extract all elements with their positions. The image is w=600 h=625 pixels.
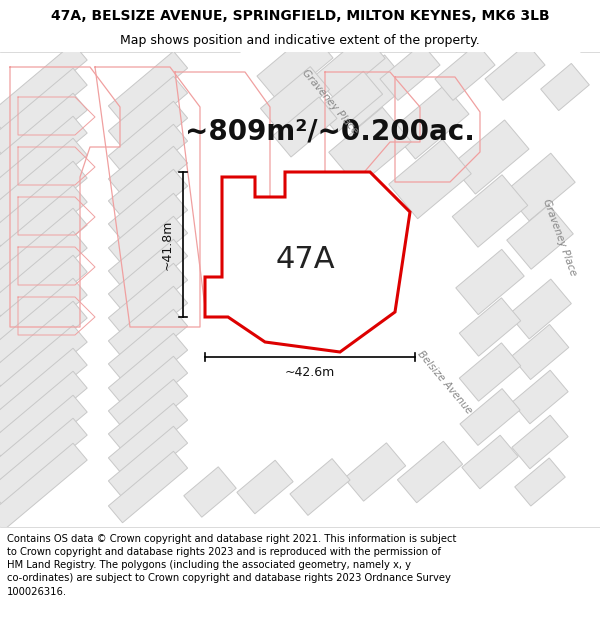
Polygon shape (0, 325, 87, 412)
Polygon shape (0, 138, 87, 226)
Text: 47A: 47A (275, 244, 335, 274)
Polygon shape (290, 459, 350, 516)
Polygon shape (505, 153, 575, 221)
Polygon shape (0, 161, 87, 249)
Text: 47A, BELSIZE AVENUE, SPRINGFIELD, MILTON KEYNES, MK6 3LB: 47A, BELSIZE AVENUE, SPRINGFIELD, MILTON… (50, 9, 550, 22)
Polygon shape (260, 67, 329, 131)
Text: ~41.8m: ~41.8m (161, 219, 173, 270)
Polygon shape (109, 263, 188, 335)
Polygon shape (451, 120, 529, 194)
Polygon shape (380, 44, 440, 101)
Polygon shape (109, 426, 188, 498)
Polygon shape (109, 146, 188, 217)
Polygon shape (109, 193, 188, 265)
Polygon shape (509, 279, 571, 339)
Polygon shape (0, 68, 87, 156)
Polygon shape (109, 356, 188, 428)
Polygon shape (109, 309, 188, 381)
Polygon shape (109, 286, 188, 357)
Polygon shape (0, 395, 87, 482)
Polygon shape (460, 389, 520, 446)
Polygon shape (109, 76, 188, 148)
Polygon shape (237, 460, 293, 514)
Text: Map shows position and indicative extent of the property.: Map shows position and indicative extent… (120, 34, 480, 47)
Polygon shape (515, 458, 565, 506)
Polygon shape (0, 185, 87, 272)
Polygon shape (541, 63, 589, 111)
Polygon shape (462, 435, 518, 489)
Polygon shape (315, 34, 385, 100)
Polygon shape (511, 324, 569, 379)
Polygon shape (397, 441, 463, 503)
Polygon shape (155, 447, 600, 472)
Polygon shape (109, 101, 188, 172)
Polygon shape (391, 85, 469, 159)
Polygon shape (459, 298, 521, 356)
Polygon shape (389, 139, 471, 219)
Polygon shape (0, 93, 87, 181)
Polygon shape (240, 52, 600, 372)
Polygon shape (0, 443, 87, 531)
Polygon shape (184, 467, 236, 517)
Polygon shape (0, 116, 87, 204)
Polygon shape (512, 370, 568, 424)
Polygon shape (0, 348, 87, 436)
Polygon shape (485, 44, 545, 101)
Polygon shape (329, 107, 411, 187)
Polygon shape (512, 415, 568, 469)
Polygon shape (0, 231, 87, 319)
Text: Contains OS data © Crown copyright and database right 2021. This information is : Contains OS data © Crown copyright and d… (7, 534, 457, 597)
Polygon shape (459, 343, 521, 401)
Polygon shape (109, 169, 188, 241)
Text: ~42.6m: ~42.6m (285, 366, 335, 379)
Text: Belsize Avenue: Belsize Avenue (416, 349, 474, 416)
Polygon shape (109, 333, 188, 405)
Polygon shape (257, 31, 333, 103)
Polygon shape (480, 52, 600, 147)
Text: Graveney Place: Graveney Place (300, 68, 360, 136)
Polygon shape (452, 175, 528, 248)
Polygon shape (344, 443, 406, 501)
Polygon shape (109, 451, 188, 522)
Polygon shape (435, 44, 495, 101)
Polygon shape (109, 216, 188, 288)
Polygon shape (507, 205, 573, 269)
Polygon shape (0, 208, 87, 296)
Polygon shape (273, 97, 337, 157)
Polygon shape (109, 379, 188, 451)
Polygon shape (317, 71, 383, 132)
Polygon shape (160, 477, 600, 527)
Text: ~809m²/~0.200ac.: ~809m²/~0.200ac. (185, 118, 475, 146)
Polygon shape (205, 172, 410, 352)
Polygon shape (0, 301, 87, 389)
Polygon shape (109, 124, 188, 196)
Polygon shape (0, 278, 87, 366)
Polygon shape (456, 249, 524, 315)
Polygon shape (109, 239, 188, 311)
Text: Graveney Place: Graveney Place (541, 197, 578, 277)
Polygon shape (0, 43, 87, 131)
Polygon shape (109, 403, 188, 475)
Polygon shape (331, 55, 409, 129)
Polygon shape (0, 255, 87, 342)
Polygon shape (0, 418, 87, 506)
Polygon shape (0, 371, 87, 459)
Polygon shape (109, 51, 188, 122)
